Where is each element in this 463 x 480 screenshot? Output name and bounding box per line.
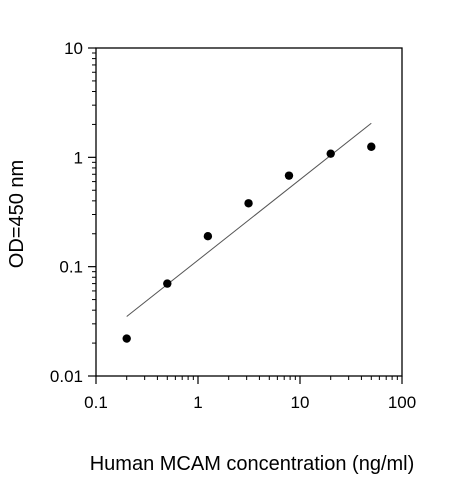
x-tick-label: 10	[291, 393, 310, 412]
x-tick-label: 100	[388, 393, 416, 412]
data-point	[284, 171, 294, 180]
data-point	[244, 199, 253, 208]
plot-frame	[95, 47, 403, 377]
data-point	[326, 149, 335, 158]
y-tick-label: 1	[74, 148, 83, 167]
y-axis-title: OD=450 nm	[6, 160, 28, 268]
y-tick-label: 0.01	[50, 367, 83, 386]
y-tick-label: 10	[64, 39, 83, 58]
x-tick-label: 0.1	[84, 393, 108, 412]
data-point	[122, 334, 131, 343]
data-point	[163, 279, 172, 288]
data-point	[367, 142, 376, 151]
x-tick-label: 1	[193, 393, 202, 412]
y-tick-label: 0.1	[59, 258, 83, 277]
x-axis-title: Human MCAM concentration (ng/ml)	[90, 453, 415, 475]
data-point	[203, 231, 213, 241]
